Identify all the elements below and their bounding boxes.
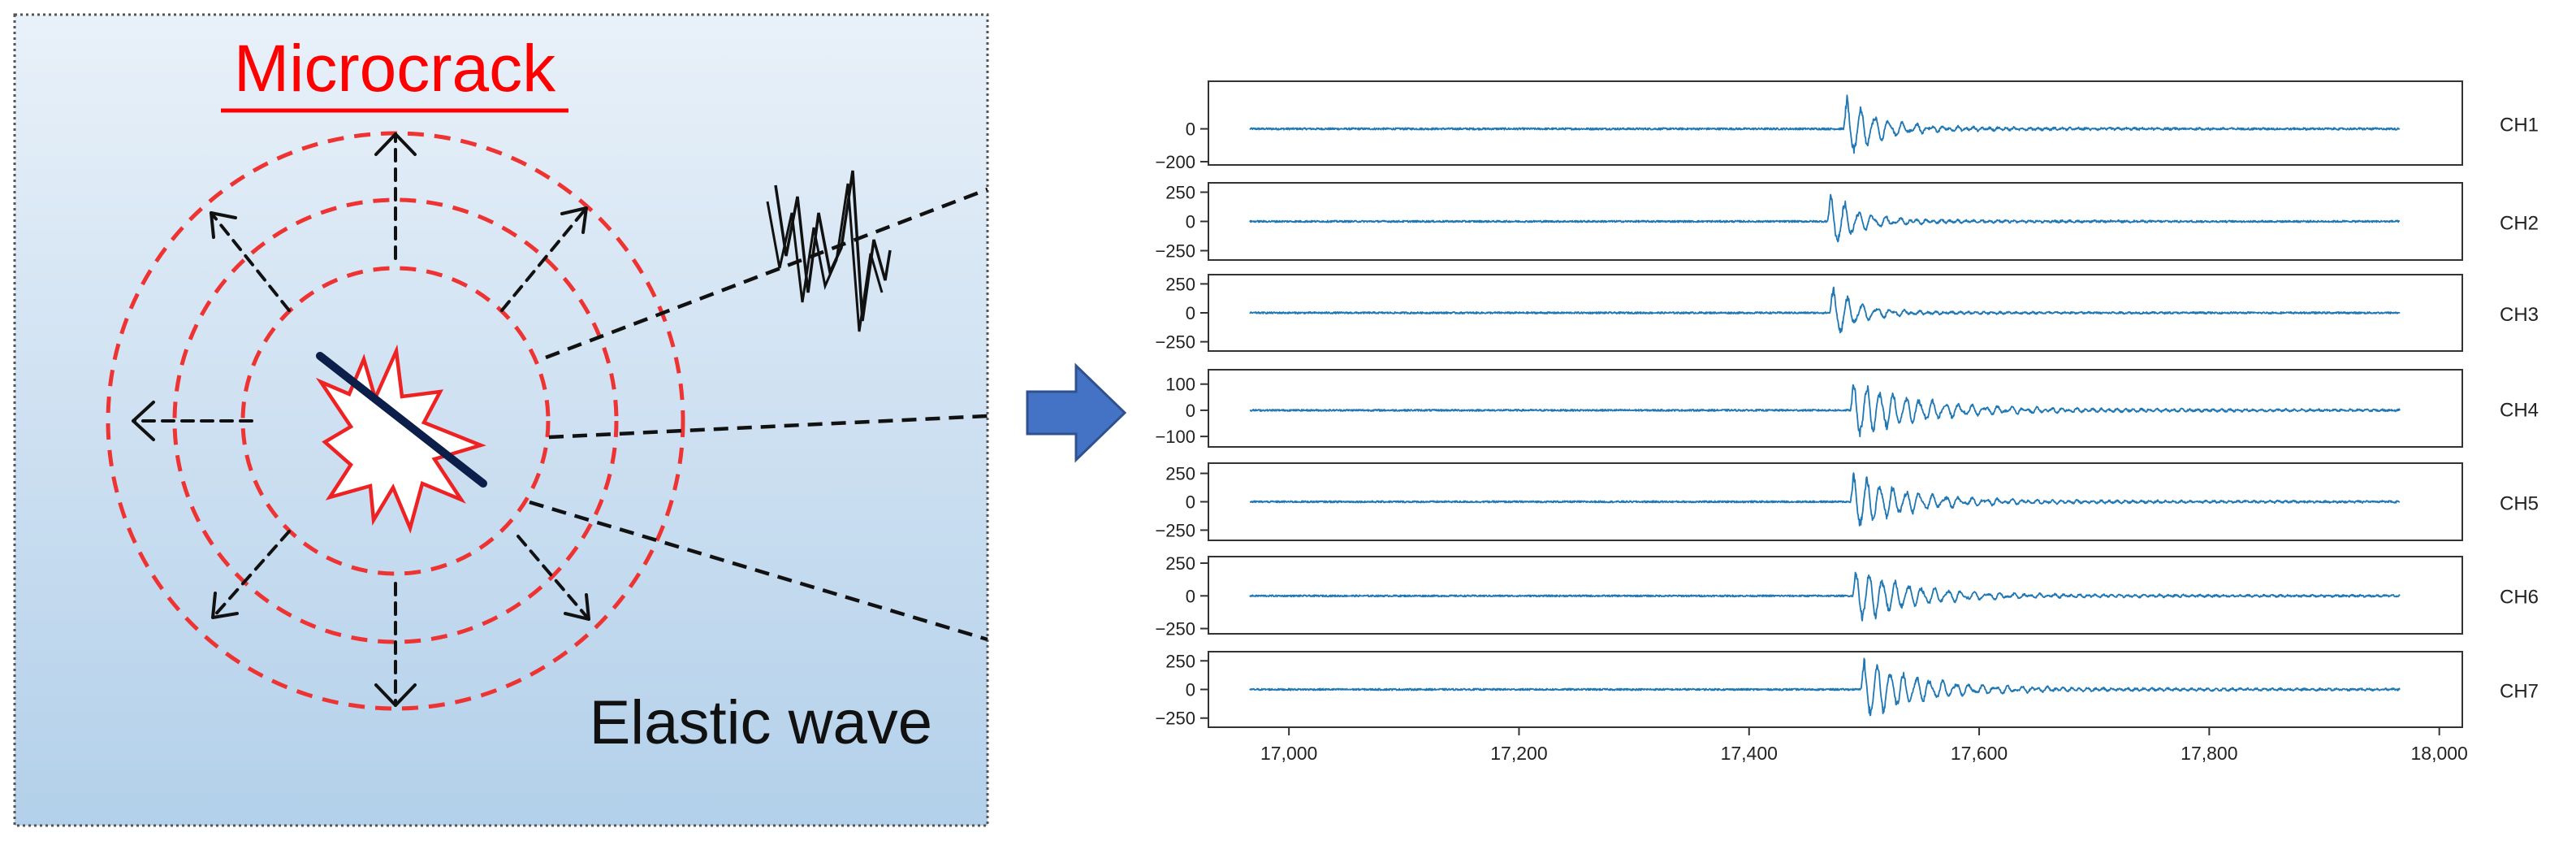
waveform-ch7 [1249, 657, 2401, 717]
waveform-ch5 [1249, 472, 2401, 527]
channel-label-ch6: CH6 [2500, 587, 2539, 609]
arrow-upper-right [500, 206, 588, 312]
transition-arrow-icon [1026, 362, 1127, 463]
y-tick-label: −250 [1155, 520, 1195, 540]
x-tick-label: 18,000 [2410, 743, 2467, 764]
subplot-frame-ch6 [1208, 556, 2463, 635]
diagram-title: Microcrack [234, 32, 556, 106]
arrow-lower-right-head [564, 593, 590, 621]
sensor-ray-upper [545, 187, 988, 360]
subplot-frame-ch1 [1208, 80, 2463, 166]
channel-label-ch7: CH7 [2500, 681, 2539, 703]
channel-label-ch1: CH1 [2500, 115, 2539, 137]
y-tick-label: 0 [1186, 212, 1195, 232]
middle-wavefront-ring [172, 197, 619, 644]
y-tick-label: 250 [1165, 464, 1195, 484]
x-tick-label: 17,400 [1721, 743, 1778, 764]
y-tick-label: 0 [1186, 303, 1195, 323]
y-tick-label: 250 [1165, 274, 1195, 294]
y-tick-label: 0 [1186, 492, 1195, 513]
channel-label-ch5: CH5 [2500, 493, 2539, 515]
y-tick-label: 250 [1165, 651, 1195, 671]
arrow-down-head [374, 683, 417, 707]
y-tick-label: 0 [1186, 586, 1195, 606]
y-tick-label: 250 [1165, 553, 1195, 574]
waveform-icon-echo [766, 183, 884, 332]
waveform-ch6 [1249, 571, 2401, 622]
sensor-ray-lower [529, 500, 988, 642]
propagation-arrows [132, 132, 590, 707]
arrow-lower-left-head [211, 592, 239, 619]
waveform-ch4 [1249, 384, 2401, 438]
x-tick-label: 17,000 [1260, 743, 1317, 764]
subplot-frame-ch4 [1208, 369, 2463, 448]
arrow-upper-left-head [210, 211, 237, 239]
y-tick-label: −100 [1155, 427, 1195, 447]
microcrack-line [316, 352, 487, 488]
y-tick-label: 100 [1165, 375, 1195, 395]
y-tick-label: −250 [1155, 241, 1195, 261]
diagram-caption: Elastic wave [590, 688, 932, 757]
y-tick-label: −250 [1155, 709, 1195, 729]
diagram-background [13, 13, 989, 827]
y-tick-label: 0 [1186, 119, 1195, 140]
arrow-upper-left [210, 211, 291, 312]
x-tick-label: 17,200 [1490, 743, 1547, 764]
x-tick-label: 17,800 [2181, 743, 2237, 764]
y-tick-label: 250 [1165, 183, 1195, 203]
y-tick-label: −250 [1155, 332, 1195, 353]
arrow-upper-right-head [560, 206, 588, 234]
waveform-ch3 [1249, 286, 2401, 334]
y-tick-label: −200 [1155, 152, 1195, 172]
microcrack-diagram: Microcrack Elastic wave [13, 13, 989, 827]
sensor-rays [529, 187, 988, 642]
arrow-up-head [374, 132, 417, 156]
inner-wavefront-ring [240, 266, 551, 576]
y-tick-label: −250 [1155, 619, 1195, 639]
waveform-ch1 [1249, 94, 2401, 154]
fracture-burst-icon [315, 344, 486, 534]
channel-label-ch4: CH4 [2500, 400, 2539, 422]
arrow-left-head [132, 401, 155, 441]
x-tick-label: 17,600 [1951, 743, 2008, 764]
y-tick-label: 0 [1186, 680, 1195, 700]
y-tick-label: 0 [1186, 401, 1195, 421]
right-arrow-icon [1026, 362, 1127, 463]
channel-label-ch2: CH2 [2500, 213, 2539, 235]
sensor-ray-middle [548, 414, 988, 440]
arrow-lower-right [516, 535, 590, 621]
arrow-lower-left [211, 530, 291, 619]
waveform-ch2 [1249, 193, 2401, 243]
channel-label-ch3: CH3 [2500, 304, 2539, 326]
